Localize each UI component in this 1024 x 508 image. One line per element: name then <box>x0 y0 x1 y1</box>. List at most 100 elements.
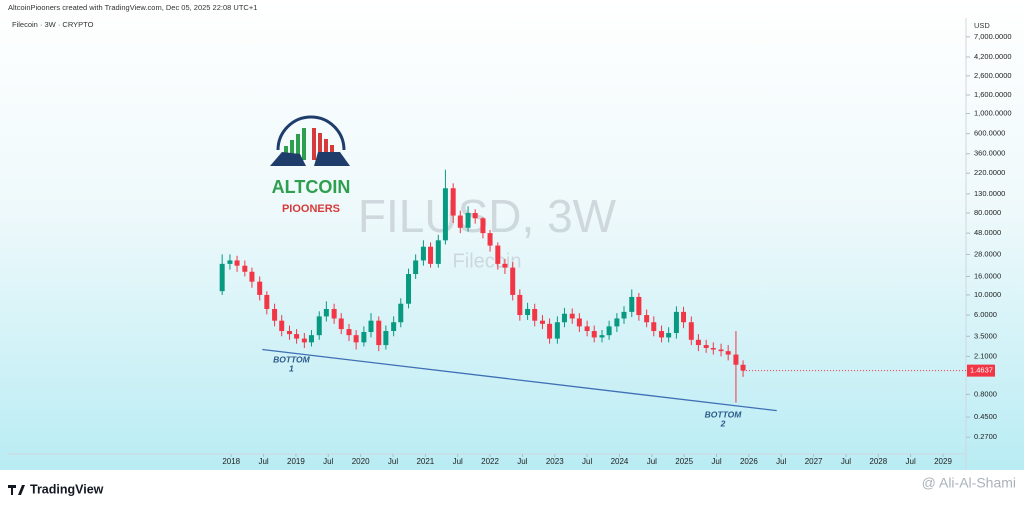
candle-body <box>457 215 463 228</box>
candle-body <box>725 351 731 355</box>
candle-body <box>227 260 233 264</box>
y-tick-label: 1,000.0000 <box>974 109 1012 118</box>
y-tick-label: 220.0000 <box>974 168 1005 177</box>
candle-body <box>353 335 359 343</box>
x-tick-label: Jul <box>388 457 398 466</box>
x-tick-label: 2023 <box>546 457 564 466</box>
candle-body <box>487 233 493 246</box>
x-tick-label: Jul <box>841 457 851 466</box>
x-tick-label: Jul <box>906 457 916 466</box>
logo-bar <box>312 128 316 160</box>
annotation-sub: 1 <box>289 364 294 374</box>
logo-bar <box>302 128 306 160</box>
candle-body <box>413 260 419 275</box>
x-tick-label: 2024 <box>611 457 629 466</box>
y-tick-label: 2.1000 <box>974 351 997 360</box>
x-tick-label: 2027 <box>805 457 823 466</box>
candle-body <box>442 188 448 241</box>
candle-body <box>740 364 746 371</box>
candle-body <box>703 345 709 348</box>
candle-body <box>584 326 590 332</box>
candle-body <box>539 320 545 324</box>
logo-bear <box>314 152 350 166</box>
candle-body <box>219 263 225 292</box>
candle-body <box>532 308 538 321</box>
candle-body <box>286 331 292 335</box>
candle-body <box>294 334 300 339</box>
candle-body <box>547 323 553 339</box>
header: AltcoinPiooners created with TradingView… <box>8 3 257 12</box>
x-tick-label: 2021 <box>416 457 434 466</box>
candle-body <box>510 267 516 295</box>
candle-body <box>338 318 344 330</box>
candle-body <box>644 315 650 323</box>
x-tick-label: 2025 <box>675 457 693 466</box>
y-tick-label: 2,600.0000 <box>974 71 1012 80</box>
x-tick-label: Jul <box>582 457 592 466</box>
x-tick-label: 2022 <box>481 457 499 466</box>
x-tick-label: Jul <box>647 457 657 466</box>
candle-body <box>673 311 679 334</box>
y-tick-label: 3.5000 <box>974 331 997 340</box>
y-tick-label: 360.0000 <box>974 149 1005 158</box>
y-tick-label: 6.0000 <box>974 310 997 319</box>
candle-body <box>718 349 724 352</box>
candle-body <box>323 308 329 317</box>
candle-body <box>525 308 531 316</box>
x-tick-label: Jul <box>776 457 786 466</box>
logo-bull <box>270 152 306 166</box>
candle-body <box>614 318 620 327</box>
candle-body <box>681 311 687 323</box>
candle-body <box>502 263 508 268</box>
candle-body <box>420 246 426 261</box>
candle-body <box>472 213 478 219</box>
y-tick-label: 0.2700 <box>974 432 997 441</box>
logo: ALTCOIN PIOONERS <box>270 115 350 215</box>
candle-body <box>569 313 575 319</box>
brand: TradingView <box>8 482 104 496</box>
x-tick-label: 2026 <box>740 457 758 466</box>
candle-body <box>517 294 523 316</box>
y-tick-label: 600.0000 <box>974 129 1005 138</box>
last-price-box <box>967 364 995 377</box>
candle-body <box>435 240 441 264</box>
candle-body <box>234 260 240 266</box>
candle-body <box>316 316 322 336</box>
y-tick-label: 80.0000 <box>974 208 1001 217</box>
y-tick-label: 0.4500 <box>974 412 997 421</box>
candle-body <box>346 329 352 336</box>
y-tick-label: 7,000.0000 <box>974 32 1012 41</box>
x-tick-label: Jul <box>323 457 333 466</box>
x-tick-label: 2028 <box>869 457 887 466</box>
candle-body <box>368 320 374 333</box>
annotation-sub: 2 <box>720 419 726 429</box>
plot-background <box>0 0 1024 470</box>
x-tick-label: Jul <box>517 457 527 466</box>
logo-bar <box>290 140 294 160</box>
logo-bar <box>318 133 322 160</box>
trendline <box>262 348 777 412</box>
candle-body <box>361 332 367 343</box>
candle-body <box>688 322 694 340</box>
candle-body <box>465 213 471 228</box>
candle-body <box>331 308 337 319</box>
annotation-text: BOTTOM <box>705 410 743 420</box>
x-tick-label: 2029 <box>934 457 952 466</box>
y-tick-label: 48.0000 <box>974 228 1001 237</box>
x-tick-label: 2020 <box>352 457 370 466</box>
candle-body <box>554 322 560 339</box>
candle-body <box>242 265 248 272</box>
y-tick-label: 10.0000 <box>974 290 1001 299</box>
candle-body <box>606 326 612 336</box>
footer-background <box>0 470 1024 508</box>
brand-name: TradingView <box>30 482 104 496</box>
candle-body <box>480 218 486 234</box>
candle-body <box>695 339 701 346</box>
candle-body <box>636 296 642 316</box>
symbol-info: Filecoin · 3W · CRYPTO <box>12 20 94 29</box>
y-tick-label: 1,600.0000 <box>974 90 1012 99</box>
watermark: FILUSD, 3W <box>358 190 617 242</box>
candle-body <box>629 296 635 312</box>
